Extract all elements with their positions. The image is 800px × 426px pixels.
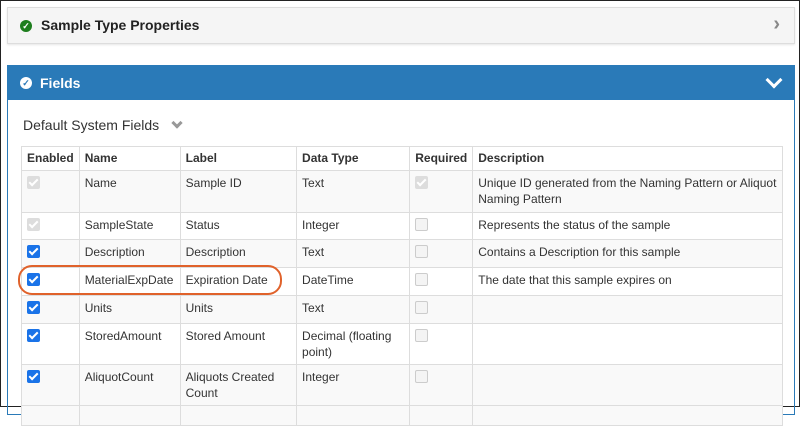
field-label: Sample ID xyxy=(179,170,298,213)
table-row: StoredAmount Stored Amount Decimal (floati… xyxy=(21,323,783,365)
panel-title: Fields xyxy=(40,75,81,91)
required-checkbox-cell xyxy=(409,212,474,240)
chevron-right-icon[interactable]: › xyxy=(773,13,780,35)
enabled-checkbox-cell xyxy=(21,212,80,240)
table-row: AliquotCount Aliquots Created Count Intege… xyxy=(21,364,783,406)
enabled-checkbox-cell xyxy=(21,170,80,213)
required-checkbox-cell xyxy=(409,267,474,296)
field-label: Units xyxy=(179,295,298,324)
required-checkbox-cell xyxy=(409,323,474,365)
required-checkbox[interactable] xyxy=(415,301,429,314)
enabled-checkbox-cell xyxy=(21,323,80,365)
enabled-checkbox[interactable] xyxy=(27,370,40,383)
field-description: Represents the status of the sample xyxy=(472,212,783,240)
enabled-checkbox[interactable] xyxy=(27,301,40,314)
enabled-checkbox xyxy=(27,176,40,189)
table-row xyxy=(21,405,783,426)
table-row: SampleState Status Integer Represents the s… xyxy=(21,212,783,240)
required-checkbox[interactable] xyxy=(415,370,429,383)
field-name: MaterialExpDate xyxy=(78,267,181,296)
field-description xyxy=(472,295,783,324)
field-description: The date that this sample expires on xyxy=(472,267,783,296)
field-description: Contains a Description for this sample xyxy=(472,239,783,268)
field-data-type: Decimal (floating point) xyxy=(296,323,411,365)
column-header: Label xyxy=(179,146,298,171)
column-header: Data Type xyxy=(296,146,411,171)
field-data-type: Text xyxy=(296,170,411,213)
column-header: Description xyxy=(472,146,783,171)
enabled-checkbox[interactable] xyxy=(27,329,40,342)
field-label: Expiration Date xyxy=(179,267,298,296)
required-checkbox[interactable] xyxy=(415,329,429,342)
enabled-checkbox-cell xyxy=(21,239,80,268)
required-checkbox[interactable] xyxy=(415,245,429,258)
table-row: Name Sample ID Text Unique ID generated fro… xyxy=(21,170,783,213)
required-checkbox[interactable] xyxy=(415,218,429,231)
enabled-checkbox[interactable] xyxy=(27,245,40,258)
field-data-type: Text xyxy=(296,295,411,324)
field-label: Status xyxy=(179,212,298,240)
required-checkbox-cell xyxy=(409,364,474,406)
field-name: Description xyxy=(78,239,181,268)
required-checkbox-cell xyxy=(409,170,474,213)
field-description: Unique ID generated from the Naming Patt… xyxy=(472,170,783,213)
enabled-checkbox-cell xyxy=(21,267,80,296)
field-name: Units xyxy=(78,295,181,324)
fields-panel-header[interactable]: ✓ Fields xyxy=(8,66,794,100)
table-row: Description Description Text Contains a Des… xyxy=(21,239,783,268)
chevron-down-icon[interactable] xyxy=(765,71,783,89)
enabled-checkbox-cell xyxy=(21,295,80,324)
system-fields-table: Enabled Name Label Data Type Required Descrip… xyxy=(21,146,783,426)
column-header: Name xyxy=(78,146,181,171)
enabled-checkbox xyxy=(27,218,40,231)
default-system-fields-toggle[interactable]: Default System Fields xyxy=(23,117,183,133)
column-header: Enabled xyxy=(21,146,80,171)
enabled-checkbox[interactable] xyxy=(27,273,40,286)
field-name: StoredAmount xyxy=(78,323,181,365)
field-data-type: Text xyxy=(296,239,411,268)
field-description xyxy=(472,364,783,406)
check-circle-icon: ✓ xyxy=(20,20,32,32)
column-header: Required xyxy=(409,146,474,171)
chevron-down-icon xyxy=(171,117,183,129)
fields-panel: ✓ Fields Default System Fields Enabled Na… xyxy=(7,65,795,426)
field-data-type: Integer xyxy=(296,364,411,406)
enabled-checkbox-cell xyxy=(21,364,80,406)
field-description xyxy=(472,323,783,365)
field-name: Name xyxy=(78,170,181,213)
check-circle-icon: ✓ xyxy=(20,77,32,89)
field-data-type: DateTime xyxy=(296,267,411,296)
required-checkbox-cell xyxy=(409,239,474,268)
field-name: AliquotCount xyxy=(78,364,181,406)
field-label: Aliquots Created Count xyxy=(179,364,298,406)
section-title: Default System Fields xyxy=(23,117,160,133)
field-data-type: Integer xyxy=(296,212,411,240)
field-name: SampleState xyxy=(78,212,181,240)
required-checkbox-cell xyxy=(409,295,474,324)
sample-type-properties-panel[interactable]: ✓ Sample Type Properties › xyxy=(7,7,795,44)
table-row: MaterialExpDate Expiration Date DateTime Th… xyxy=(21,267,783,296)
required-checkbox xyxy=(415,176,429,189)
field-label: Description xyxy=(179,239,298,268)
field-label: Stored Amount xyxy=(179,323,298,365)
panel-title: Sample Type Properties xyxy=(41,17,200,33)
table-row: Units Units Text xyxy=(21,295,783,324)
required-checkbox[interactable] xyxy=(415,273,429,286)
